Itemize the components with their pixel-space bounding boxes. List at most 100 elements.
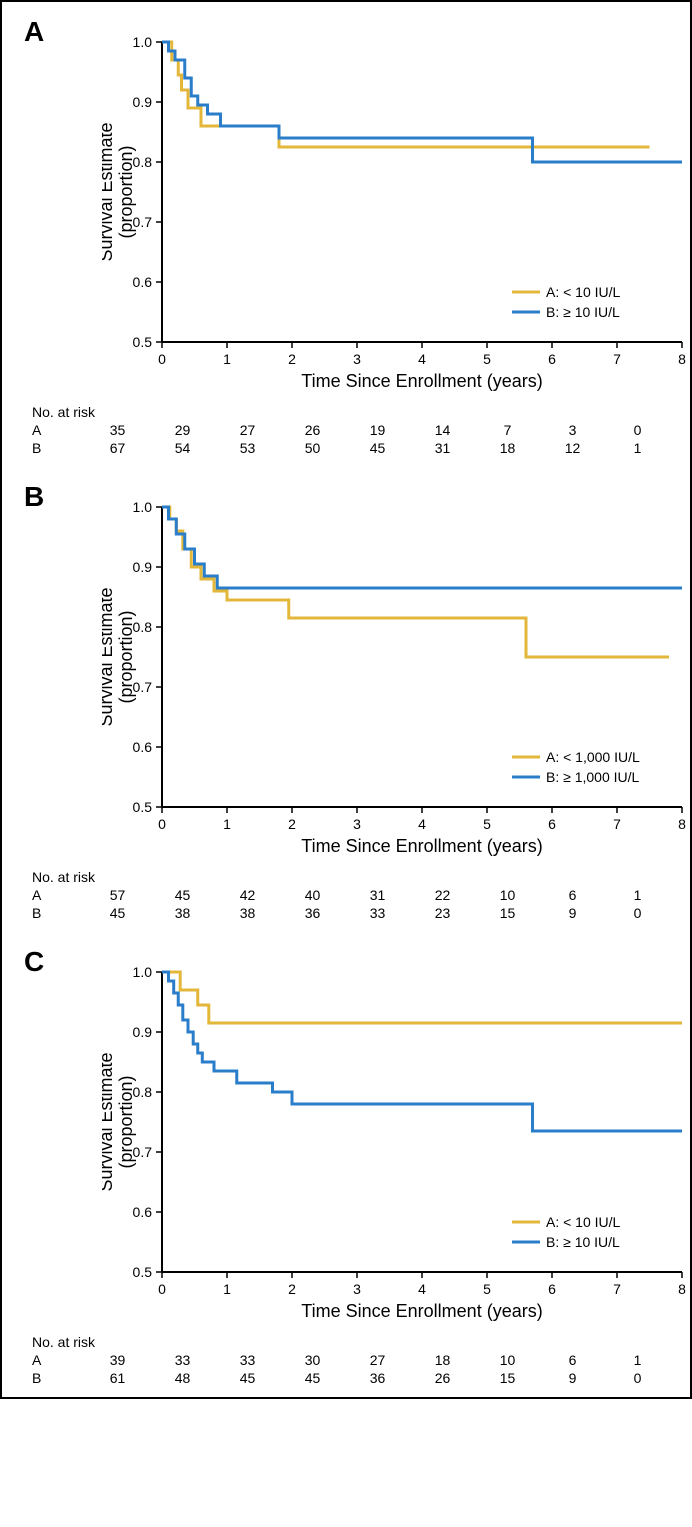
svg-text:0.6: 0.6 <box>133 739 153 755</box>
svg-text:6: 6 <box>548 351 556 367</box>
svg-text:5: 5 <box>483 816 491 832</box>
svg-text:0: 0 <box>158 1281 166 1297</box>
risk-cell: 45 <box>150 887 215 903</box>
risk-header: No. at risk <box>22 404 116 420</box>
panel-label: A <box>24 16 44 48</box>
risk-cell: 38 <box>150 905 215 921</box>
chart-area: 0.50.60.70.80.91.0012345678Time Since En… <box>102 497 640 862</box>
risk-series-label: A <box>22 1352 78 1368</box>
risk-cell: 31 <box>410 440 475 456</box>
risk-cell: 6 <box>540 887 605 903</box>
risk-cell: 19 <box>345 422 410 438</box>
svg-text:A: < 10 IU/L: A: < 10 IU/L <box>546 1214 621 1230</box>
risk-cell: 9 <box>540 905 605 921</box>
risk-row-b: B6148454536261590 <box>22 1369 670 1387</box>
svg-text:2: 2 <box>288 816 296 832</box>
risk-cell: 42 <box>215 887 280 903</box>
svg-text:8: 8 <box>678 816 686 832</box>
svg-text:8: 8 <box>678 351 686 367</box>
svg-text:0.5: 0.5 <box>133 799 153 815</box>
risk-cell: 15 <box>475 905 540 921</box>
svg-text:B: ≥ 1,000 IU/L: B: ≥ 1,000 IU/L <box>546 769 640 785</box>
risk-table: No. at riskA3933333027181061B61484545362… <box>22 1333 670 1387</box>
risk-cell: 36 <box>280 905 345 921</box>
risk-cell: 36 <box>345 1370 410 1386</box>
svg-text:0: 0 <box>158 351 166 367</box>
svg-text:(proportion): (proportion) <box>116 145 136 238</box>
risk-cell: 39 <box>85 1352 150 1368</box>
svg-text:4: 4 <box>418 816 426 832</box>
risk-cell: 45 <box>345 440 410 456</box>
risk-cell: 33 <box>215 1352 280 1368</box>
svg-text:0.9: 0.9 <box>133 1024 153 1040</box>
svg-text:7: 7 <box>613 816 621 832</box>
risk-cell: 9 <box>540 1370 605 1386</box>
risk-cell: 50 <box>280 440 345 456</box>
risk-series-label: B <box>22 1370 78 1386</box>
risk-row-b: B4538383633231590 <box>22 904 670 922</box>
risk-cell: 18 <box>410 1352 475 1368</box>
svg-text:Time Since Enrollment (years): Time Since Enrollment (years) <box>301 1301 542 1321</box>
risk-cell: 54 <box>150 440 215 456</box>
svg-text:0.9: 0.9 <box>133 559 153 575</box>
risk-cell: 53 <box>215 440 280 456</box>
risk-cell: 45 <box>85 905 150 921</box>
svg-text:Survival Estimate: Survival Estimate <box>102 122 116 261</box>
risk-cell: 23 <box>410 905 475 921</box>
risk-cell: 26 <box>280 422 345 438</box>
svg-text:4: 4 <box>418 351 426 367</box>
risk-row-a: A3933333027181061 <box>22 1351 670 1369</box>
svg-text:1: 1 <box>223 351 231 367</box>
svg-text:0.6: 0.6 <box>133 274 153 290</box>
risk-cell: 38 <box>215 905 280 921</box>
risk-cell: 10 <box>475 1352 540 1368</box>
svg-text:0.9: 0.9 <box>133 94 153 110</box>
svg-text:Survival Estimate: Survival Estimate <box>102 587 116 726</box>
svg-text:7: 7 <box>613 351 621 367</box>
risk-cell: 27 <box>345 1352 410 1368</box>
svg-text:3: 3 <box>353 816 361 832</box>
risk-cell: 18 <box>475 440 540 456</box>
risk-cell: 26 <box>410 1370 475 1386</box>
risk-cell: 40 <box>280 887 345 903</box>
svg-text:0.5: 0.5 <box>133 1264 153 1280</box>
risk-cell: 1 <box>605 440 670 456</box>
risk-cell: 48 <box>150 1370 215 1386</box>
svg-text:Time Since Enrollment (years): Time Since Enrollment (years) <box>301 371 542 391</box>
svg-text:7: 7 <box>613 1281 621 1297</box>
risk-cell: 14 <box>410 422 475 438</box>
risk-series-label: A <box>22 887 78 903</box>
risk-row-a: A5745424031221061 <box>22 886 670 904</box>
svg-text:B: ≥ 10 IU/L: B: ≥ 10 IU/L <box>546 304 620 320</box>
svg-text:6: 6 <box>548 1281 556 1297</box>
svg-text:(proportion): (proportion) <box>116 1075 136 1168</box>
chart-area: 0.50.60.70.80.91.0012345678Time Since En… <box>102 32 640 397</box>
risk-cell: 45 <box>215 1370 280 1386</box>
svg-text:5: 5 <box>483 351 491 367</box>
risk-header: No. at risk <box>22 1334 116 1350</box>
risk-cell: 30 <box>280 1352 345 1368</box>
svg-text:5: 5 <box>483 1281 491 1297</box>
svg-text:Survival Estimate: Survival Estimate <box>102 1052 116 1191</box>
svg-text:0: 0 <box>158 816 166 832</box>
panel-a: A0.50.60.70.80.91.0012345678Time Since E… <box>2 2 690 467</box>
risk-cell: 7 <box>475 422 540 438</box>
risk-series-label: B <box>22 905 78 921</box>
risk-cell: 10 <box>475 887 540 903</box>
risk-row-b: B 67545350453118121 <box>22 439 670 457</box>
svg-text:(proportion): (proportion) <box>116 610 136 703</box>
risk-cell: 12 <box>540 440 605 456</box>
risk-cell: 67 <box>85 440 150 456</box>
svg-text:8: 8 <box>678 1281 686 1297</box>
risk-series-label: A <box>22 422 78 438</box>
risk-cell: 0 <box>605 422 670 438</box>
risk-series-label: B <box>22 440 78 456</box>
risk-cell: 15 <box>475 1370 540 1386</box>
risk-cell: 31 <box>345 887 410 903</box>
svg-text:1.0: 1.0 <box>133 964 153 980</box>
panel-c: C0.50.60.70.80.91.0012345678Time Since E… <box>2 932 690 1397</box>
svg-text:3: 3 <box>353 1281 361 1297</box>
km-figure: A0.50.60.70.80.91.0012345678Time Since E… <box>0 0 692 1399</box>
svg-text:B: ≥ 10 IU/L: B: ≥ 10 IU/L <box>546 1234 620 1250</box>
svg-text:A: < 1,000 IU/L: A: < 1,000 IU/L <box>546 749 640 765</box>
